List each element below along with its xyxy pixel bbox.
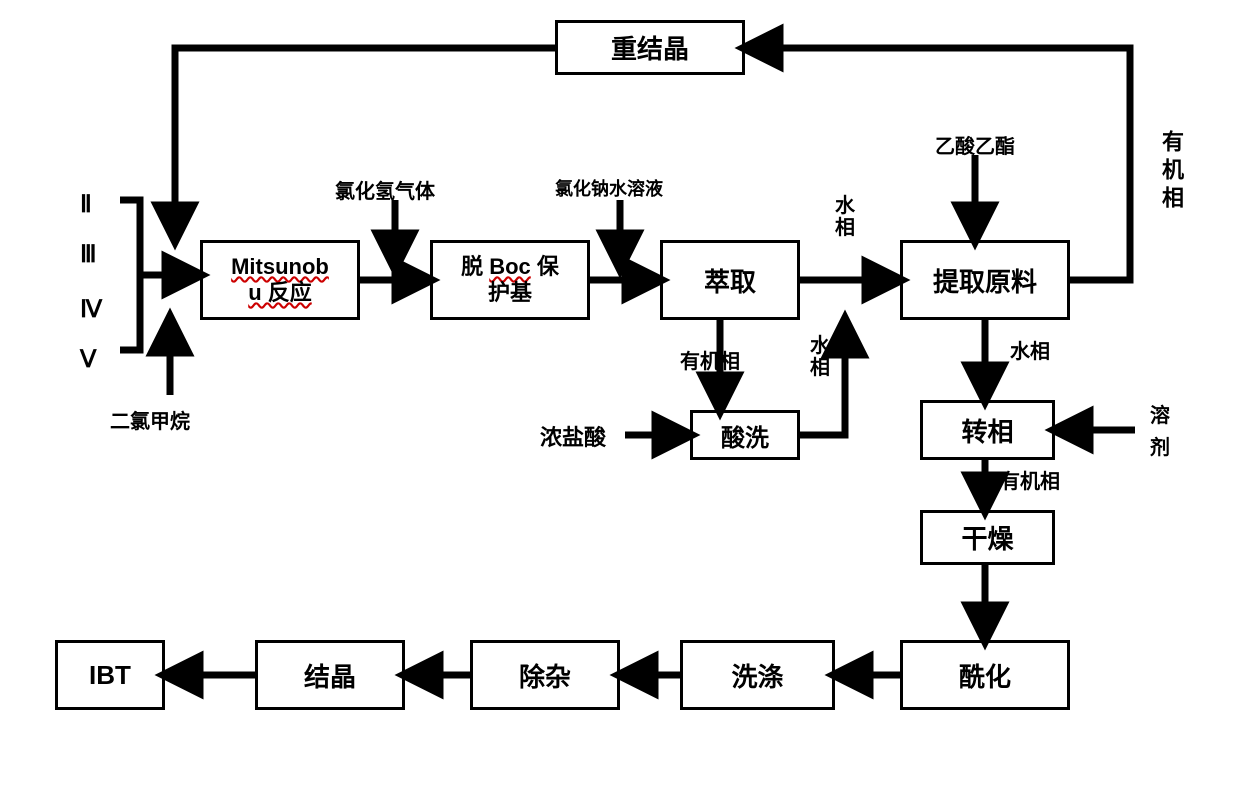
label-conc-hcl: 浓盐酸 — [540, 420, 606, 452]
node-label: 酸洗 — [721, 418, 769, 453]
label-ethyl: 乙酸乙酯 — [935, 130, 1015, 159]
label-V: Ⅴ — [80, 345, 96, 374]
node-label: 重结晶 — [611, 29, 689, 66]
label-org-vertical: 有机相 — [1155, 130, 1187, 214]
node-impurity: 除杂 — [470, 640, 620, 710]
node-label: 酰化 — [959, 657, 1011, 694]
node-label: 除杂 — [519, 657, 571, 694]
label-nacl: 氯化钠水溶液 — [555, 175, 663, 201]
node-wash: 洗涤 — [680, 640, 835, 710]
label-water3: 水相 — [810, 335, 830, 379]
label-water2: 水相 — [1010, 335, 1050, 364]
node-mitsunobu: Mitsunob u 反应 — [200, 240, 360, 320]
node-label: 洗涤 — [731, 657, 783, 694]
node-raw: 提取原料 — [900, 240, 1070, 320]
label-org1: 有机相 — [680, 345, 740, 374]
node-label: 干燥 — [961, 519, 1013, 556]
node-dry: 干燥 — [920, 510, 1055, 565]
node-label: 提取原料 — [933, 262, 1037, 299]
node-extract: 萃取 — [660, 240, 800, 320]
node-acidwash: 酸洗 — [690, 410, 800, 460]
node-ibt: IBT — [55, 640, 165, 710]
label-org2: 有机相 — [1000, 465, 1060, 494]
node-deboc: 脱 Boc 保护基 — [430, 240, 590, 320]
node-acyl: 酰化 — [900, 640, 1070, 710]
label-water1: 水相 — [835, 195, 855, 239]
label-II: Ⅱ — [80, 190, 92, 219]
label-solvent: 溶剂 — [1150, 400, 1170, 464]
node-recrystallize: 重结晶 — [555, 20, 745, 75]
node-label: Mitsunob u 反应 — [231, 254, 329, 307]
label-IV: Ⅳ — [80, 295, 102, 324]
node-label: 结晶 — [304, 657, 356, 694]
node-label: 萃取 — [704, 262, 756, 299]
node-label: IBT — [89, 660, 131, 691]
label-hcl-gas: 氯化氢气体 — [335, 175, 435, 204]
node-cryst: 结晶 — [255, 640, 405, 710]
label-dcm: 二氯甲烷 — [110, 405, 190, 434]
node-label: 脱 Boc 保护基 — [461, 254, 559, 307]
label-III: Ⅲ — [80, 240, 97, 269]
node-label: 转相 — [961, 412, 1013, 449]
node-phase: 转相 — [920, 400, 1055, 460]
